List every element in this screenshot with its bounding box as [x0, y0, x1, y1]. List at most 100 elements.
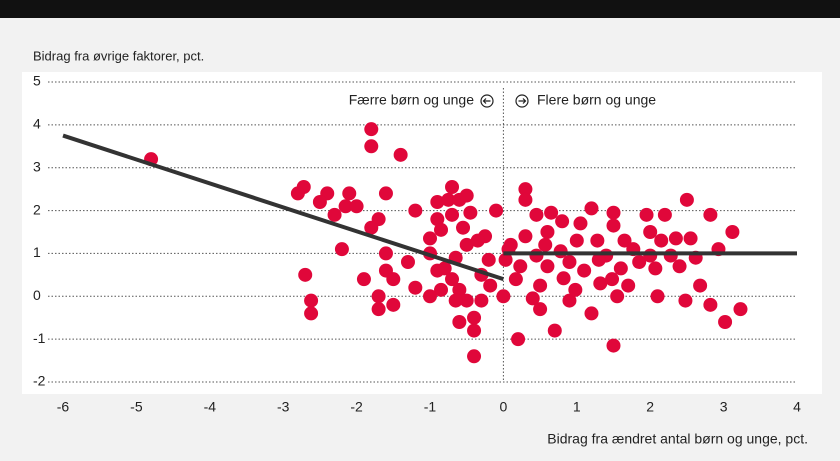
- point: [349, 199, 364, 214]
- point: [556, 271, 571, 286]
- point: [533, 302, 548, 317]
- point: [518, 182, 533, 197]
- point: [606, 205, 621, 220]
- x-tick-label: 4: [793, 399, 801, 415]
- point: [456, 220, 471, 235]
- annotation: Færre børn og unge: [349, 92, 474, 108]
- point: [400, 255, 415, 269]
- point: [364, 139, 379, 154]
- y-tick-label: 0: [33, 287, 41, 303]
- point: [540, 225, 555, 239]
- point: [386, 297, 401, 312]
- point: [364, 220, 379, 235]
- x-tick-label: 0: [500, 399, 508, 415]
- point: [290, 186, 305, 201]
- x-tick-label: -1: [424, 399, 437, 415]
- point: [553, 244, 568, 259]
- point: [304, 306, 319, 321]
- arrow-right-icon: [515, 94, 529, 108]
- point: [606, 338, 621, 353]
- point: [621, 278, 636, 293]
- point: [529, 207, 544, 222]
- point: [430, 195, 445, 209]
- point: [334, 242, 349, 257]
- point: [593, 276, 608, 291]
- point: [408, 203, 423, 218]
- point: [364, 122, 379, 137]
- point: [663, 248, 678, 263]
- point: [648, 261, 663, 276]
- y-tick-label: 3: [33, 158, 41, 174]
- point: [467, 349, 482, 364]
- trend-line: [62, 133, 505, 282]
- point: [386, 272, 401, 287]
- point: [544, 205, 559, 220]
- point: [584, 306, 599, 321]
- point: [529, 248, 544, 263]
- point: [459, 293, 474, 308]
- x-tick-label: -4: [204, 399, 217, 415]
- point: [434, 282, 449, 297]
- point: [511, 332, 526, 347]
- x-tick-label: 2: [646, 399, 654, 415]
- point: [467, 310, 482, 325]
- point: [356, 272, 371, 287]
- point: [304, 293, 319, 308]
- point: [437, 261, 452, 276]
- x-axis-label: Bidrag fra ændret antal børn og unge, pc…: [547, 431, 808, 447]
- point: [613, 261, 628, 276]
- point: [555, 214, 570, 229]
- point: [463, 205, 478, 220]
- point: [562, 293, 577, 308]
- point: [518, 229, 533, 244]
- x-tick-label: 3: [720, 399, 728, 415]
- point: [683, 231, 698, 246]
- point: [498, 252, 513, 267]
- point: [378, 186, 393, 201]
- point: [538, 237, 553, 252]
- point: [393, 147, 408, 162]
- point: [718, 315, 733, 329]
- annotation: Flere børn og unge: [537, 92, 656, 108]
- y-axis-label: Bidrag fra øvrige faktorer, pct.: [33, 48, 204, 63]
- x-tick-label: -5: [130, 399, 143, 415]
- point: [445, 272, 460, 287]
- point: [590, 233, 605, 248]
- point: [298, 267, 313, 282]
- point: [679, 192, 694, 207]
- point: [703, 207, 718, 222]
- point: [445, 207, 460, 222]
- point: [547, 323, 562, 338]
- point: [441, 192, 456, 207]
- point: [584, 201, 599, 216]
- point: [423, 231, 437, 246]
- point: [378, 246, 393, 261]
- point: [610, 289, 625, 304]
- point: [591, 252, 606, 267]
- arrow-left-icon: [480, 94, 494, 108]
- point: [639, 207, 654, 222]
- y-tick-label: 1: [33, 244, 41, 260]
- y-tick-label: 5: [33, 73, 41, 89]
- point: [703, 297, 718, 312]
- x-tick-label: 1: [573, 399, 581, 415]
- y-tick-label: -1: [33, 330, 46, 346]
- point: [672, 259, 687, 274]
- point: [408, 280, 423, 295]
- point: [452, 315, 467, 329]
- point: [459, 188, 474, 203]
- point: [678, 293, 693, 308]
- point: [371, 289, 386, 304]
- point: [459, 237, 474, 252]
- point: [577, 263, 592, 278]
- x-tick-label: -2: [350, 399, 363, 415]
- point: [562, 255, 577, 269]
- point: [657, 207, 672, 222]
- point: [474, 293, 489, 308]
- point: [643, 248, 658, 263]
- point: [445, 180, 460, 194]
- point: [573, 216, 588, 231]
- point: [668, 231, 683, 246]
- point: [632, 255, 647, 269]
